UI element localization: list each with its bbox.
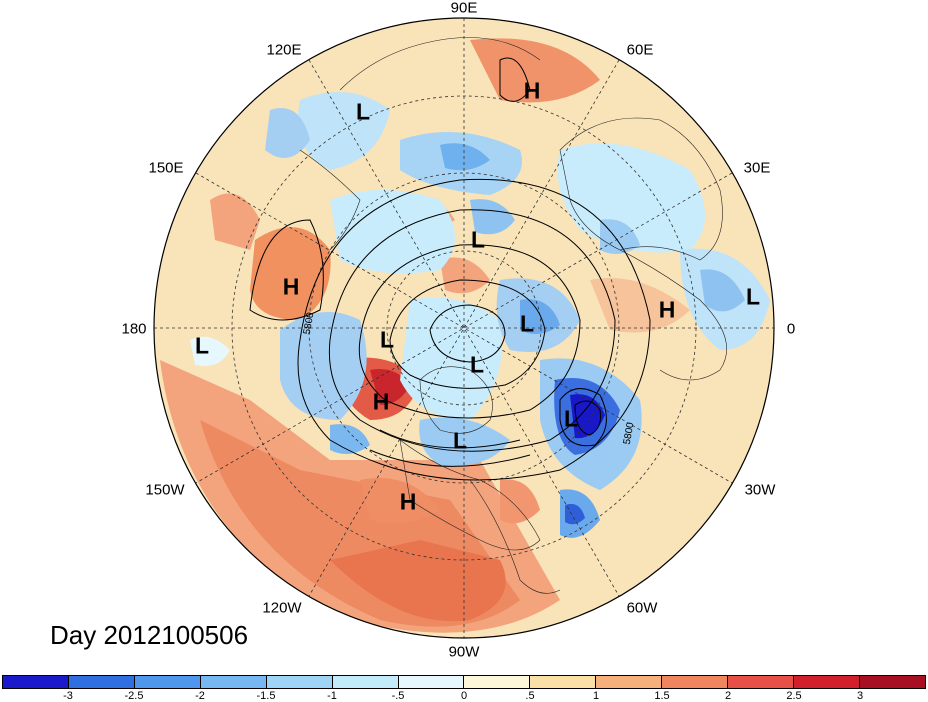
colorbar-segment xyxy=(200,676,267,688)
colorbar-segment xyxy=(332,676,399,688)
colorbar-tick-label: -3 xyxy=(63,690,73,702)
colorbar-segment xyxy=(859,676,925,688)
colorbar-tick-label: 1 xyxy=(592,690,600,702)
colorbar-tick-label: -.5 xyxy=(391,690,405,702)
low-pressure-center: L xyxy=(379,326,395,353)
coastlines xyxy=(299,37,727,594)
colorbar-segment xyxy=(596,676,663,688)
colorbar-tick-label: 2 xyxy=(724,690,732,702)
colorbar-segment xyxy=(464,676,531,688)
colorbar-segment xyxy=(728,676,795,688)
colorbar-tick-label: 3 xyxy=(856,690,864,702)
lon-label-0: 0 xyxy=(786,320,796,338)
lon-label-150e: 150E xyxy=(148,159,184,177)
high-pressure-center: H xyxy=(399,488,417,515)
high-pressure-center: H xyxy=(372,388,390,415)
lon-label-90w: 90W xyxy=(448,643,480,661)
colorbar-segment xyxy=(530,676,597,688)
height-contours xyxy=(249,57,651,481)
colorbar-tick-label: 1.5 xyxy=(654,690,670,702)
colorbar-segment xyxy=(662,676,729,688)
low-pressure-center: L xyxy=(194,332,210,359)
grid-lines xyxy=(154,18,774,638)
low-pressure-center: L xyxy=(563,405,579,432)
low-pressure-center: L xyxy=(470,226,486,253)
high-pressure-center: H xyxy=(282,273,300,300)
map-title: Day 2012100506 xyxy=(50,620,249,650)
lon-label-120w: 120W xyxy=(262,599,302,617)
colorbar-tick-label: -1.5 xyxy=(256,690,276,702)
lon-label-150w: 150W xyxy=(145,481,185,499)
colorbar-tick-label: 0 xyxy=(460,690,468,702)
lon-label-60e: 60E xyxy=(626,41,654,59)
colorbar-segment xyxy=(68,676,135,688)
lon-label-60w: 60W xyxy=(626,599,658,617)
low-pressure-center: L xyxy=(452,427,468,454)
low-pressure-center: L xyxy=(519,310,535,337)
colorbar-segment xyxy=(134,676,201,688)
lon-label-120e: 120E xyxy=(266,41,302,59)
colorbar-tick-label: 2.5 xyxy=(786,690,802,702)
colorbar-tick-label: .5 xyxy=(525,690,535,702)
lon-label-180: 180 xyxy=(121,320,147,338)
colorbar-segment xyxy=(398,676,465,688)
colorbar xyxy=(2,675,926,689)
low-pressure-center: L xyxy=(745,283,761,310)
colorbar-segment xyxy=(794,676,860,688)
colorbar-segment xyxy=(3,676,69,688)
high-pressure-center: H xyxy=(523,77,541,104)
low-pressure-center: L xyxy=(469,351,485,378)
lon-label-30e: 30E xyxy=(743,159,771,177)
low-pressure-center: L xyxy=(355,98,371,125)
colorbar-segment xyxy=(266,676,333,688)
colorbar-tick-label: -2 xyxy=(195,690,205,702)
map-boundary xyxy=(153,17,775,639)
high-pressure-center: H xyxy=(658,296,676,323)
colorbar-tick-label: -1 xyxy=(327,690,337,702)
lon-label-30w: 30W xyxy=(744,481,776,499)
lon-label-90e: 90E xyxy=(450,0,478,17)
colorbar-tick-label: -2.5 xyxy=(124,690,144,702)
